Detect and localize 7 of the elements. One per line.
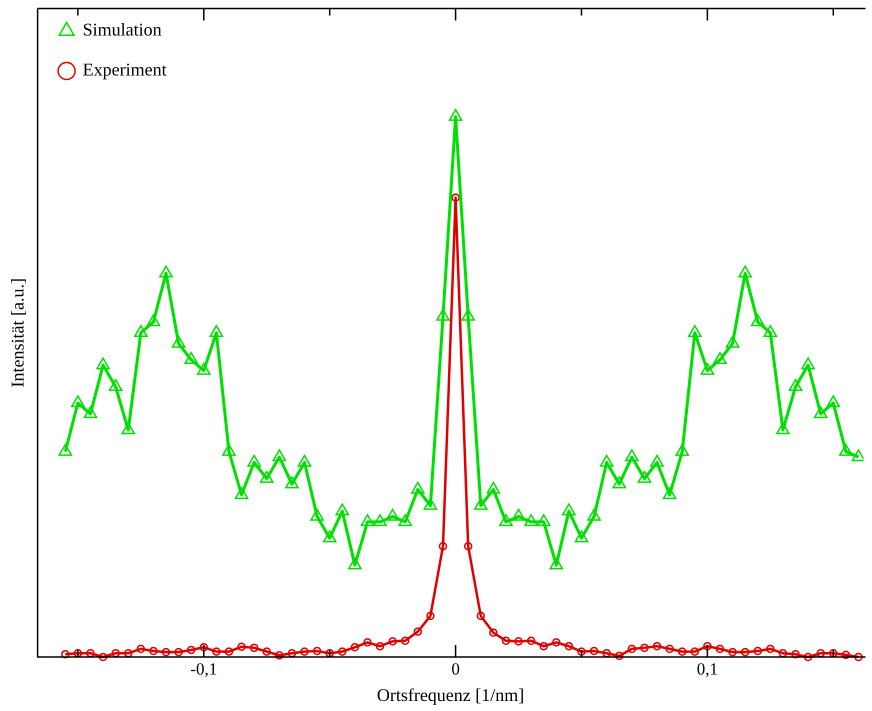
x-tick-label: 0,1 — [696, 660, 718, 679]
x-tick-label: -0,1 — [190, 660, 218, 679]
y-axis-title: Intensität [a.u.] — [8, 278, 28, 388]
x-tick-label: 0 — [451, 660, 460, 679]
x-axis-title: Ortsfrequenz [1/nm] — [376, 684, 524, 705]
legend-label: Simulation — [82, 20, 162, 40]
legend-label: Experiment — [82, 60, 167, 80]
